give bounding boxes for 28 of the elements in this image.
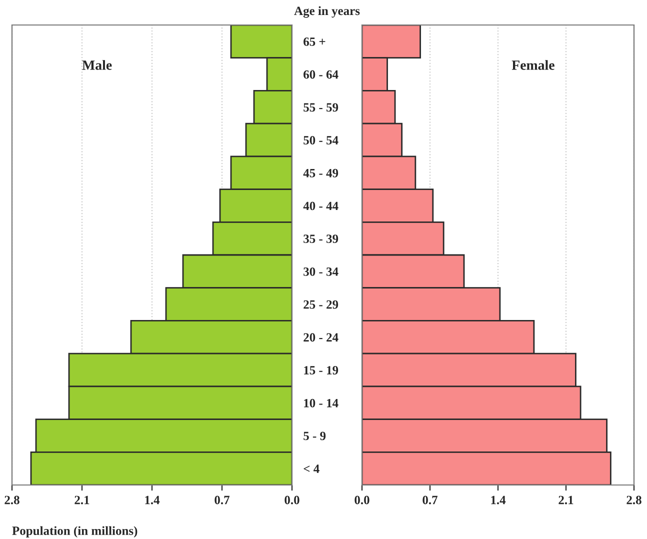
text: Male bbox=[82, 60, 112, 70]
y-tick-label: 5 - 9 bbox=[304, 432, 326, 440]
x-tick-label: 0.0 bbox=[284, 496, 300, 504]
y-tick-label: 45 - 49 bbox=[303, 168, 338, 178]
y-tick-label: 60 - 64 bbox=[304, 70, 338, 79]
y-tick-label: 30 - 34 bbox=[304, 267, 338, 276]
y-tick-label: 20 - 24 bbox=[304, 333, 338, 342]
x-tick-label: 0.7 bbox=[214, 496, 230, 504]
y-tick-label: < 4 bbox=[304, 464, 320, 473]
text: Female bbox=[512, 60, 554, 70]
y-tick-label: 15 - 19 bbox=[304, 366, 338, 374]
y-tick-label: 50 - 54 bbox=[304, 136, 338, 144]
y-tick-label: 35 - 39 bbox=[304, 234, 338, 244]
x-axis-title: Population (in millions) bbox=[12, 526, 138, 538]
y-tick-label: 25 - 29 bbox=[304, 300, 338, 309]
x-tick-label: 2.8 bbox=[4, 496, 20, 504]
y-tick-label: 10 - 14 bbox=[304, 398, 338, 408]
x-tick-label: 2.1 bbox=[74, 496, 90, 504]
x-tick-label: 2.8 bbox=[626, 496, 642, 504]
y-tick-label: 65 + bbox=[304, 37, 326, 46]
x-tick-label: 1.4 bbox=[145, 496, 160, 504]
y-tick-label: 40 - 44 bbox=[303, 202, 338, 210]
x-tick-label: 2.1 bbox=[558, 496, 574, 504]
x-tick-label: 0.0 bbox=[354, 496, 370, 504]
x-tick-label: 1.4 bbox=[491, 496, 506, 504]
x-tick-label: 0.7 bbox=[422, 496, 438, 504]
y-tick-label: 55 - 59 bbox=[304, 103, 338, 112]
text: Age in years bbox=[294, 6, 360, 18]
